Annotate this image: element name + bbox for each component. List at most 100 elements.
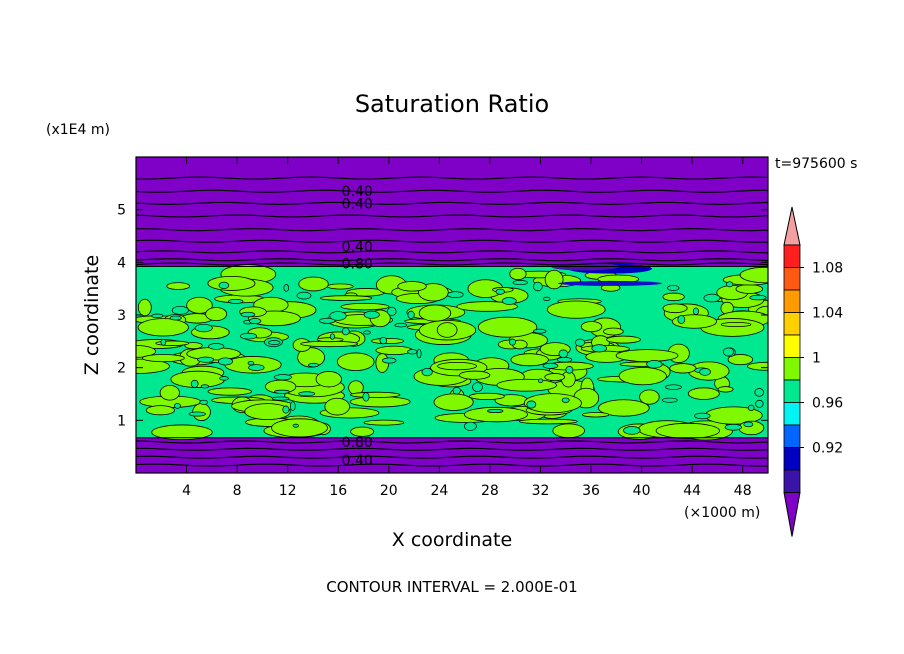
contour-patch (244, 403, 291, 421)
contour-hole (487, 408, 504, 413)
contour-hole (749, 294, 767, 301)
contour-patch (184, 342, 203, 350)
contour-hole (755, 399, 764, 408)
contour-line (136, 258, 768, 262)
colorbar-level (783, 424, 801, 448)
y-tick-label: 2 (117, 361, 126, 377)
contour-patch (720, 321, 752, 327)
contour-patch (717, 386, 734, 393)
contour-patch (662, 292, 685, 302)
colorbar-level (783, 447, 801, 471)
colorbar-tick-label: 1.04 (812, 306, 843, 322)
contour-hole (228, 298, 244, 304)
contour-hole (508, 338, 517, 346)
contour-hole (694, 412, 711, 420)
y-tick-label: 5 (117, 203, 126, 219)
contour-hole (151, 313, 164, 319)
contour-patch (350, 426, 375, 437)
contour-hole (565, 366, 574, 374)
contour-patch (544, 269, 564, 290)
y-unit-label: (x1E4 m) (46, 122, 110, 138)
contour-hole (240, 311, 256, 318)
contour-hole (387, 306, 397, 317)
contour-hole (542, 362, 559, 369)
contour-patch (581, 412, 610, 418)
x-tick-label: 28 (481, 483, 499, 499)
contour-patch (316, 337, 344, 343)
contour-label: 0.40 (342, 453, 373, 469)
contour-line (136, 262, 768, 266)
contour-patch (319, 295, 373, 301)
contour-patch (546, 300, 606, 319)
contour-patch (544, 373, 566, 382)
colorbar-level (783, 379, 801, 403)
contour-hole (407, 349, 418, 355)
x-axis-label: X coordinate (392, 529, 512, 551)
contour-hole (416, 349, 422, 359)
contour-hole (188, 411, 206, 417)
contour-hole (298, 391, 316, 397)
contour-hole (174, 403, 181, 409)
contour-hole (692, 307, 700, 315)
contour-patch (315, 371, 342, 388)
x-tick-label: 4 (182, 483, 191, 499)
contour-hole (394, 322, 408, 328)
contour-hole (463, 421, 477, 431)
contour-hole (561, 397, 570, 403)
contour-hole (218, 281, 230, 290)
contour-hole (661, 397, 678, 403)
contour-hole (556, 356, 573, 363)
colorbar-level (783, 267, 801, 291)
contour-line (136, 250, 768, 254)
contour-patch (370, 337, 405, 345)
y-axis-label: Z coordinate (81, 255, 103, 375)
contour-hole (407, 310, 415, 319)
contour-patch (349, 396, 411, 408)
contour-line (136, 239, 768, 243)
contour-hole (665, 384, 682, 390)
contour-line (136, 201, 768, 205)
contour-hole (743, 421, 754, 428)
contour-hole (726, 281, 734, 288)
contour-patch (687, 387, 720, 400)
colorbar-level (783, 206, 801, 246)
contour-patch (618, 367, 667, 386)
contour-hole (754, 388, 764, 397)
contour-hole (533, 328, 547, 334)
contour-patch (456, 301, 518, 312)
contour-patch (603, 327, 624, 336)
contour-patch (433, 393, 474, 411)
contour-interval-note: CONTOUR INTERVAL = 2.000E-01 (326, 578, 577, 596)
contour-hole (283, 284, 290, 292)
contour-patch (606, 335, 641, 344)
contour-hole (249, 318, 262, 325)
contour-hole (296, 291, 312, 300)
contour-patch (598, 399, 650, 417)
contour-hole (724, 423, 742, 431)
contour-hole (171, 305, 189, 315)
contour-patch (350, 391, 401, 398)
contour-hole (169, 315, 182, 321)
contour-patch (727, 354, 754, 366)
layer-0 (136, 157, 768, 267)
contour-hole (382, 357, 397, 364)
colorbar-level (783, 289, 801, 313)
contour-hole (217, 357, 233, 366)
contour-patch (510, 353, 549, 367)
contour-patch (340, 302, 390, 311)
contour-hole (248, 364, 265, 371)
contour-patch (739, 266, 768, 284)
contour-patch (496, 378, 557, 392)
contour-line (136, 447, 768, 451)
contour-patch (145, 405, 175, 416)
contour-patch (137, 298, 152, 317)
contour-hole (722, 347, 734, 357)
contour-hole (452, 386, 461, 395)
contour-label: 0.40 (342, 196, 373, 212)
contour-patch (418, 304, 452, 322)
x-tick-label: 20 (380, 483, 398, 499)
colorbar-tick-label: 1.08 (812, 261, 843, 277)
time-label: t=975600 s (775, 156, 857, 172)
x-tick-label: 12 (279, 483, 297, 499)
contour-line (136, 228, 768, 232)
